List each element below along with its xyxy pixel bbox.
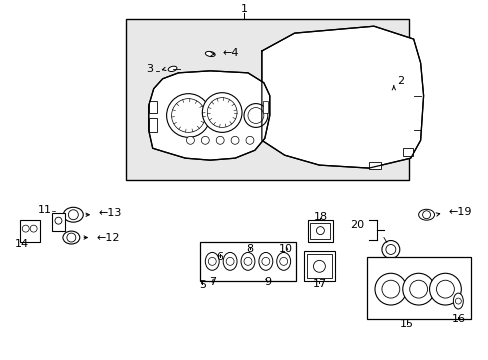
Circle shape bbox=[30, 225, 37, 232]
Bar bbox=[263, 100, 267, 113]
Circle shape bbox=[22, 225, 29, 232]
Bar bbox=[368, 162, 380, 169]
Circle shape bbox=[381, 280, 399, 298]
Circle shape bbox=[422, 211, 429, 219]
Circle shape bbox=[436, 280, 453, 298]
Bar bbox=[20, 220, 40, 242]
Circle shape bbox=[207, 98, 237, 127]
Circle shape bbox=[186, 136, 194, 144]
Text: 2: 2 bbox=[396, 76, 403, 86]
Bar bbox=[51, 213, 65, 231]
Text: 17: 17 bbox=[312, 279, 326, 289]
Text: 1: 1 bbox=[240, 4, 247, 14]
Ellipse shape bbox=[205, 51, 215, 57]
Circle shape bbox=[171, 99, 205, 132]
Bar bbox=[307, 220, 333, 242]
Circle shape bbox=[166, 94, 210, 137]
Text: 15: 15 bbox=[399, 319, 413, 329]
Circle shape bbox=[202, 93, 242, 132]
Polygon shape bbox=[262, 26, 423, 168]
Ellipse shape bbox=[418, 209, 434, 220]
Circle shape bbox=[244, 257, 251, 265]
Bar bbox=[306, 255, 332, 278]
Text: 18: 18 bbox=[313, 212, 327, 222]
Text: 16: 16 bbox=[450, 314, 465, 324]
Circle shape bbox=[316, 227, 324, 235]
Circle shape bbox=[201, 136, 209, 144]
Circle shape bbox=[55, 217, 62, 224]
Ellipse shape bbox=[168, 66, 177, 72]
Bar bbox=[148, 118, 156, 132]
Text: 10: 10 bbox=[278, 244, 292, 255]
Text: ←13: ←13 bbox=[98, 208, 121, 218]
Ellipse shape bbox=[241, 252, 254, 270]
Bar bbox=[310, 223, 330, 239]
Circle shape bbox=[454, 298, 460, 304]
Bar bbox=[402, 148, 412, 156]
Text: 20: 20 bbox=[349, 220, 364, 230]
Bar bbox=[200, 242, 295, 281]
Text: 6: 6 bbox=[216, 252, 223, 262]
Bar bbox=[366, 257, 470, 319]
Circle shape bbox=[247, 108, 264, 123]
Ellipse shape bbox=[205, 252, 219, 270]
Text: 8: 8 bbox=[246, 244, 253, 255]
Circle shape bbox=[374, 273, 406, 305]
Ellipse shape bbox=[63, 207, 83, 222]
Circle shape bbox=[216, 136, 224, 144]
Text: 3: 3 bbox=[145, 64, 152, 74]
Circle shape bbox=[409, 280, 427, 298]
Circle shape bbox=[402, 273, 434, 305]
Ellipse shape bbox=[452, 293, 462, 309]
Circle shape bbox=[225, 257, 234, 265]
Text: 5: 5 bbox=[199, 280, 205, 290]
Text: ←12: ←12 bbox=[96, 233, 120, 243]
Ellipse shape bbox=[276, 252, 290, 270]
Text: 14: 14 bbox=[15, 239, 29, 248]
Text: ←19: ←19 bbox=[447, 207, 471, 217]
Circle shape bbox=[67, 233, 76, 242]
Circle shape bbox=[208, 257, 216, 265]
Bar bbox=[126, 19, 408, 180]
Bar bbox=[303, 251, 335, 281]
Circle shape bbox=[245, 136, 253, 144]
Text: 11: 11 bbox=[38, 205, 51, 215]
Ellipse shape bbox=[63, 231, 80, 244]
Ellipse shape bbox=[258, 252, 272, 270]
Circle shape bbox=[262, 257, 269, 265]
Bar bbox=[148, 100, 156, 113]
Ellipse shape bbox=[223, 252, 237, 270]
Circle shape bbox=[381, 240, 399, 258]
Circle shape bbox=[279, 257, 287, 265]
Text: ←4: ←4 bbox=[222, 48, 238, 58]
Text: 9: 9 bbox=[264, 277, 271, 287]
Circle shape bbox=[244, 104, 267, 127]
Circle shape bbox=[231, 136, 239, 144]
Circle shape bbox=[428, 273, 460, 305]
Circle shape bbox=[385, 244, 395, 255]
Circle shape bbox=[68, 210, 78, 220]
Polygon shape bbox=[148, 71, 269, 160]
Circle shape bbox=[313, 260, 325, 272]
Text: 7: 7 bbox=[208, 277, 215, 287]
